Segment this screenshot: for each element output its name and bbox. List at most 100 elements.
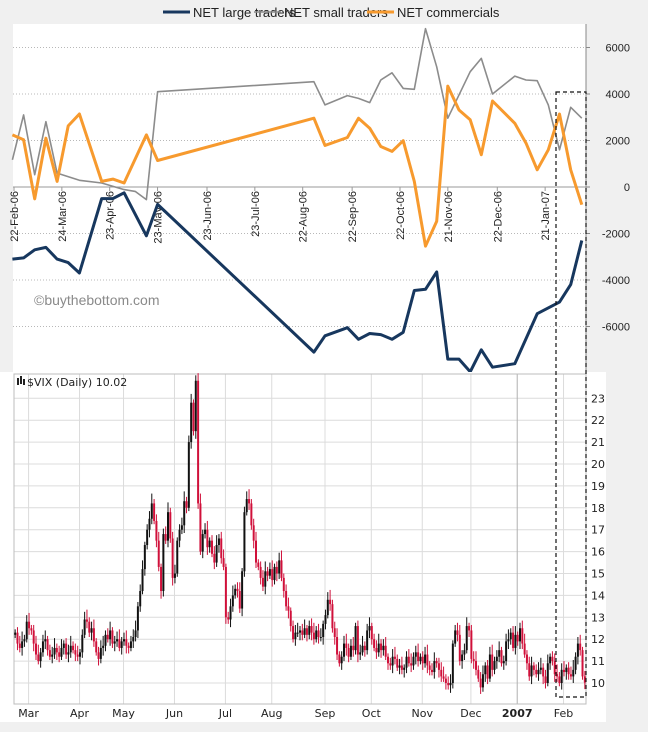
candle-body xyxy=(54,648,56,655)
candle-body xyxy=(517,635,519,642)
candle-body xyxy=(306,628,308,635)
candle-body xyxy=(74,650,76,654)
y-tick-label: 2000 xyxy=(606,136,630,148)
x-tick-label: Jun xyxy=(165,707,183,720)
candle-body xyxy=(445,679,447,683)
candle-body xyxy=(264,571,266,586)
candle-body xyxy=(406,657,408,668)
y-tick-label: 18 xyxy=(591,502,605,515)
candle-body xyxy=(167,512,169,540)
candle-body xyxy=(542,668,544,677)
candle-body xyxy=(524,644,526,655)
x-tick-label: Nov xyxy=(412,707,434,720)
y-tick-label: 13 xyxy=(591,611,605,624)
candle-body xyxy=(341,657,343,664)
candle-body xyxy=(487,665,489,678)
candle-body xyxy=(507,639,509,641)
candle-body xyxy=(579,644,581,651)
candle-body xyxy=(375,648,377,652)
candle-body xyxy=(162,534,164,591)
y-tick-label: -2000 xyxy=(602,229,630,241)
candle-body xyxy=(19,644,21,648)
candle-body xyxy=(565,668,567,672)
y-tick-label: 16 xyxy=(591,546,605,559)
candle-body xyxy=(176,541,178,574)
candle-body xyxy=(188,442,190,508)
candle-body xyxy=(422,657,424,664)
candle-body xyxy=(496,657,498,661)
candle-body xyxy=(58,652,60,656)
candle-body xyxy=(336,637,338,655)
candle-body xyxy=(67,652,69,654)
candle-body xyxy=(440,670,442,677)
candle-body xyxy=(137,606,139,630)
candle-body xyxy=(419,657,421,661)
x-tick-label: Sep xyxy=(315,707,336,720)
candle-body xyxy=(575,657,577,670)
candle-body xyxy=(283,578,285,591)
candle-body xyxy=(429,665,431,669)
candle-body xyxy=(311,626,313,633)
candle-body xyxy=(260,567,262,578)
candle-body xyxy=(271,569,273,580)
candle-body xyxy=(484,665,486,674)
candle-body xyxy=(70,646,72,653)
candle-body xyxy=(16,633,18,644)
candle-body xyxy=(118,639,120,648)
candle-body xyxy=(473,659,475,661)
candle-body xyxy=(436,661,438,663)
candle-body xyxy=(394,657,396,659)
candle-body xyxy=(308,626,310,635)
candle-body xyxy=(378,644,380,653)
candle-body xyxy=(382,646,384,650)
candle-body xyxy=(304,628,306,635)
candle-body xyxy=(257,563,259,567)
candle-body xyxy=(81,635,83,653)
candle-body xyxy=(42,641,44,652)
candle-body xyxy=(292,626,294,639)
candle-body xyxy=(547,663,549,683)
candle-body xyxy=(443,676,445,678)
candle-body xyxy=(65,644,67,655)
candle-body xyxy=(44,639,46,641)
vix-title: $VIX (Daily) 10.02 xyxy=(17,376,127,389)
candle-body xyxy=(318,630,320,637)
candle-body xyxy=(313,633,315,640)
candle-body xyxy=(410,663,412,665)
candle-body xyxy=(216,545,218,563)
y-tick-label: -4000 xyxy=(602,275,630,287)
candle-body xyxy=(211,541,213,554)
x-tick-label: 2007 xyxy=(502,707,533,720)
candle-body xyxy=(380,644,382,651)
candle-body xyxy=(399,665,401,667)
candle-body xyxy=(426,655,428,666)
candle-body xyxy=(366,630,368,650)
candle-body xyxy=(250,503,252,525)
candle-body xyxy=(549,657,551,664)
candle-body xyxy=(563,670,565,672)
candle-body xyxy=(512,633,514,648)
x-tick-label: 24-Mar-06 xyxy=(57,191,69,242)
y-tick-label: 14 xyxy=(591,589,605,602)
candle-body xyxy=(123,639,125,641)
candle-body xyxy=(396,659,398,668)
candle-body xyxy=(408,657,410,664)
candle-body xyxy=(165,534,167,541)
y-tick-label: 17 xyxy=(591,524,605,537)
candle-body xyxy=(243,512,245,571)
candle-body xyxy=(320,637,322,638)
candle-body xyxy=(350,646,352,657)
y-tick-label: 23 xyxy=(591,392,605,405)
candle-body xyxy=(109,630,111,639)
candle-body xyxy=(290,611,292,626)
legend-label: NET commercials xyxy=(397,5,500,20)
candle-body xyxy=(498,650,500,657)
candle-body xyxy=(102,646,104,648)
candle-body xyxy=(190,403,192,442)
candle-body xyxy=(415,652,417,656)
vix-background xyxy=(0,372,606,722)
x-tick-label: 23-Jun-06 xyxy=(202,191,214,241)
candle-body xyxy=(148,519,150,530)
candle-body xyxy=(482,674,484,687)
